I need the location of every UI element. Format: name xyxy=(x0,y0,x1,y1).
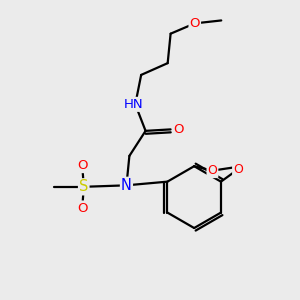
Text: N: N xyxy=(121,178,132,193)
Text: O: O xyxy=(77,202,88,214)
Text: O: O xyxy=(190,17,200,30)
Text: O: O xyxy=(208,164,218,177)
Text: O: O xyxy=(77,159,88,172)
Text: O: O xyxy=(233,163,243,176)
Text: HN: HN xyxy=(124,98,144,111)
Text: S: S xyxy=(79,179,88,194)
Text: O: O xyxy=(173,123,184,136)
